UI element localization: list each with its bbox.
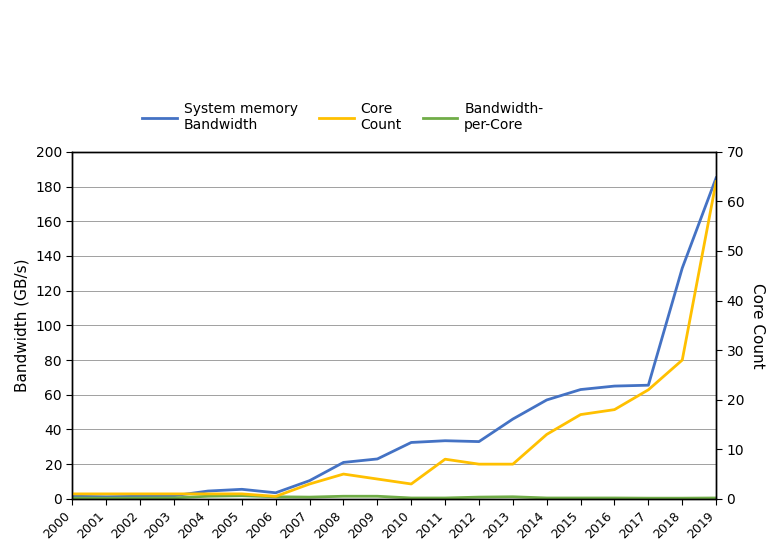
- System memory
Bandwidth: [237, 486, 246, 493]
- System memory
Bandwidth: [610, 383, 619, 389]
- Bandwidth-
per-Core: [271, 493, 281, 500]
- Bandwidth-
per-Core: [576, 495, 585, 502]
- Core
Count: [169, 490, 179, 497]
- Bandwidth-
per-Core: [474, 494, 484, 500]
- Core
Count: [644, 386, 653, 393]
- Core
Count: [237, 490, 246, 497]
- Core
Count: [441, 456, 450, 463]
- Core
Count: [509, 461, 518, 468]
- System memory
Bandwidth: [406, 439, 416, 446]
- System memory
Bandwidth: [373, 455, 382, 462]
- System memory
Bandwidth: [339, 459, 348, 466]
- Bandwidth-
per-Core: [644, 495, 653, 502]
- Bandwidth-
per-Core: [406, 495, 416, 502]
- Line: Bandwidth-
per-Core: Bandwidth- per-Core: [73, 496, 716, 498]
- Bandwidth-
per-Core: [711, 495, 721, 502]
- System memory
Bandwidth: [441, 438, 450, 444]
- Core
Count: [68, 490, 77, 497]
- Bandwidth-
per-Core: [136, 495, 145, 502]
- System memory
Bandwidth: [711, 175, 721, 181]
- System memory
Bandwidth: [271, 489, 281, 496]
- Core
Count: [576, 411, 585, 418]
- System memory
Bandwidth: [101, 493, 111, 500]
- System memory
Bandwidth: [644, 382, 653, 389]
- Bandwidth-
per-Core: [678, 495, 687, 502]
- Core
Count: [373, 476, 382, 483]
- System memory
Bandwidth: [305, 477, 314, 484]
- Core
Count: [305, 480, 314, 487]
- Core
Count: [339, 471, 348, 478]
- Bandwidth-
per-Core: [305, 494, 314, 500]
- System memory
Bandwidth: [68, 493, 77, 500]
- Bandwidth-
per-Core: [68, 495, 77, 502]
- Line: System memory
Bandwidth: System memory Bandwidth: [73, 178, 716, 497]
- System memory
Bandwidth: [474, 438, 484, 445]
- Y-axis label: Bandwidth (GB/s): Bandwidth (GB/s): [15, 259, 30, 392]
- Bandwidth-
per-Core: [339, 493, 348, 500]
- Y-axis label: Core Count: Core Count: [750, 282, 765, 368]
- Bandwidth-
per-Core: [204, 493, 213, 500]
- Core
Count: [136, 490, 145, 497]
- System memory
Bandwidth: [204, 488, 213, 494]
- Line: Core
Count: Core Count: [73, 182, 716, 497]
- Bandwidth-
per-Core: [169, 494, 179, 501]
- Core
Count: [610, 406, 619, 413]
- Bandwidth-
per-Core: [441, 495, 450, 502]
- Bandwidth-
per-Core: [237, 493, 246, 499]
- Core
Count: [711, 178, 721, 185]
- System memory
Bandwidth: [542, 396, 551, 403]
- System memory
Bandwidth: [678, 265, 687, 271]
- Legend: System memory
Bandwidth, Core
Count, Bandwidth-
per-Core: System memory Bandwidth, Core Count, Ban…: [136, 96, 549, 138]
- Core
Count: [678, 357, 687, 364]
- System memory
Bandwidth: [509, 416, 518, 423]
- Bandwidth-
per-Core: [509, 493, 518, 500]
- Core
Count: [101, 490, 111, 497]
- Core
Count: [542, 431, 551, 438]
- System memory
Bandwidth: [169, 493, 179, 499]
- Bandwidth-
per-Core: [101, 495, 111, 502]
- Bandwidth-
per-Core: [542, 495, 551, 502]
- Bandwidth-
per-Core: [610, 495, 619, 502]
- Bandwidth-
per-Core: [373, 493, 382, 500]
- Core
Count: [406, 480, 416, 487]
- Core
Count: [474, 461, 484, 468]
- System memory
Bandwidth: [576, 386, 585, 393]
- System memory
Bandwidth: [136, 493, 145, 500]
- Core
Count: [271, 493, 281, 500]
- Core
Count: [204, 490, 213, 497]
